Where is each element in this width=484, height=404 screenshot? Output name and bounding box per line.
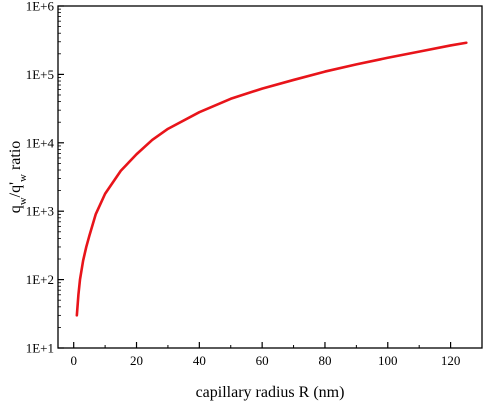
- y-axis-label-sub-w-2: w: [17, 174, 29, 182]
- y-tick-label: 1E+1: [26, 341, 54, 356]
- y-axis-label: qw/q'w ratio: [7, 141, 29, 214]
- x-tick-label: 40: [193, 353, 206, 368]
- x-axis-label: capillary radius R (nm): [196, 384, 345, 401]
- y-axis-label-slash-q-prime: /q': [7, 182, 24, 197]
- y-tick-label: 1E+6: [26, 0, 55, 14]
- y-axis-label-ratio: ratio: [7, 141, 24, 174]
- y-axis-label-q: q: [7, 205, 24, 213]
- y-axis-ticks: 1E+1 1E+2 1E+3 1E+4 1E+5 1E+6: [26, 0, 64, 356]
- x-tick-label: 100: [378, 353, 398, 368]
- y-tick-label: 1E+2: [26, 272, 54, 287]
- series-line: [75, 41, 468, 317]
- x-tick-label: 60: [256, 353, 269, 368]
- x-tick-label: 120: [441, 353, 461, 368]
- plot-frame: [57, 5, 483, 349]
- y-tick-label: 1E+4: [26, 135, 55, 150]
- x-tick-label: 20: [130, 353, 143, 368]
- y-tick-label: 1E+5: [26, 67, 54, 82]
- x-tick-label: 0: [70, 353, 77, 368]
- x-axis-ticks: 0 20 40 60 80 100 120: [70, 342, 460, 368]
- x-tick-label: 80: [318, 353, 331, 368]
- series-group: [75, 41, 468, 317]
- y-axis-label-sub-w: w: [17, 197, 29, 205]
- y-tick-label: 1E+3: [26, 204, 54, 219]
